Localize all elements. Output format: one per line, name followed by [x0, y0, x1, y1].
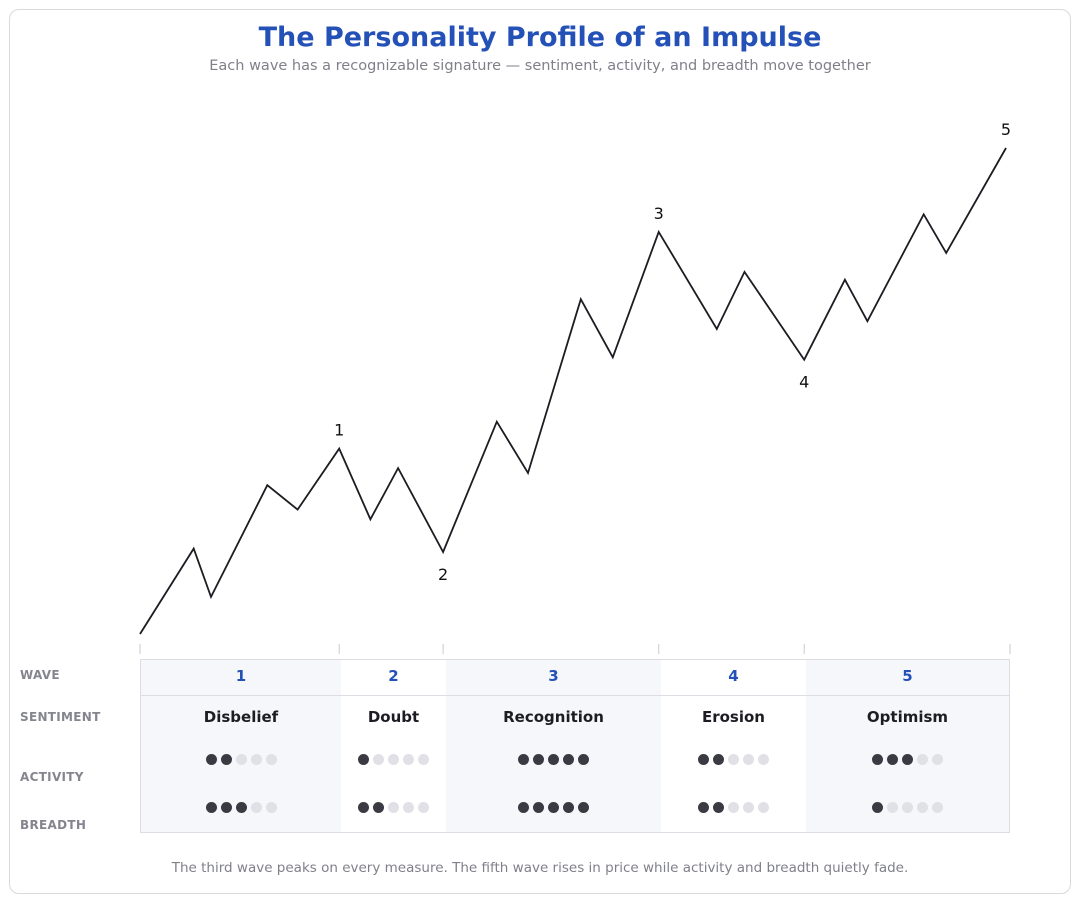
wave-sentiment: Optimism — [866, 708, 949, 726]
breadth-dot-filled — [533, 802, 544, 813]
activity-dot-empty — [250, 754, 262, 765]
activity-dot-empty — [388, 754, 399, 765]
breadth-dot-empty — [265, 802, 277, 813]
activity-dot-filled — [902, 754, 913, 765]
wave-sentiment: Doubt — [367, 708, 420, 726]
activity-rating — [446, 754, 661, 765]
breadth-rating — [446, 802, 661, 813]
wave-label-5: 5 — [1001, 120, 1011, 139]
wave-number: 5 — [902, 667, 913, 685]
wave-number: 2 — [388, 667, 399, 685]
activity-dot-filled — [578, 754, 589, 765]
activity-dot-empty — [373, 754, 384, 765]
activity-dot-filled — [358, 754, 369, 765]
breadth-dot-filled — [205, 802, 217, 813]
wave-column-2: 2 Doubt — [341, 660, 446, 832]
activity-dot-empty — [917, 754, 928, 765]
price-chart: 1 2 3 4 5 — [139, 120, 1011, 654]
breadth-dot-empty — [917, 802, 928, 813]
row-label-sentiment: SENTIMENT — [20, 710, 101, 724]
activity-dot-filled — [887, 754, 898, 765]
wave-number: 3 — [548, 667, 559, 685]
breadth-dot-filled — [235, 802, 247, 813]
wave-number: 4 — [728, 667, 739, 685]
breadth-dot-empty — [388, 802, 399, 813]
wave-sentiment: Recognition — [503, 708, 604, 726]
activity-dot-empty — [403, 754, 414, 765]
row-label-breadth: BREADTH — [20, 818, 87, 832]
activity-dot-filled — [548, 754, 559, 765]
wave-label-2: 2 — [438, 565, 448, 584]
activity-dot-empty — [265, 754, 277, 765]
breadth-dot-filled — [713, 802, 724, 813]
breadth-dot-empty — [728, 802, 739, 813]
chart-subtitle: Each wave has a recognizable signature —… — [209, 58, 871, 74]
breadth-dot-filled — [578, 802, 589, 813]
activity-dot-empty — [932, 754, 943, 765]
wave-sentiment: Disbelief — [203, 708, 279, 726]
breadth-dot-filled — [518, 802, 529, 813]
breadth-dot-empty — [743, 802, 754, 813]
activity-dot-filled — [563, 754, 574, 765]
activity-dot-filled — [533, 754, 544, 765]
breadth-dot-empty — [250, 802, 262, 813]
breadth-rating — [141, 802, 341, 813]
activity-rating — [661, 754, 806, 765]
breadth-dot-filled — [373, 802, 384, 813]
breadth-dot-empty — [887, 802, 898, 813]
activity-dot-filled — [220, 754, 232, 765]
breadth-dot-filled — [563, 802, 574, 813]
breadth-rating — [341, 802, 446, 813]
breadth-dot-empty — [418, 802, 429, 813]
wave-column-3: 3 Recognition — [446, 660, 661, 832]
breadth-dot-filled — [548, 802, 559, 813]
breadth-dot-empty — [403, 802, 414, 813]
wave-label-1: 1 — [334, 421, 344, 440]
footnote: The third wave peaks on every measure. T… — [171, 860, 909, 876]
wave-label-4: 4 — [799, 373, 809, 392]
breadth-dot-empty — [758, 802, 769, 813]
activity-rating — [806, 754, 1009, 765]
activity-dot-filled — [872, 754, 883, 765]
wave-column-5: 5 Optimism — [806, 660, 1009, 832]
breadth-dot-filled — [698, 802, 709, 813]
wave-number: 1 — [235, 667, 247, 685]
activity-dot-empty — [418, 754, 429, 765]
breadth-dot-filled — [358, 802, 369, 813]
activity-rating — [141, 754, 341, 765]
activity-dot-filled — [713, 754, 724, 765]
row-label-activity: ACTIVITY — [20, 770, 84, 784]
price-line — [139, 147, 1007, 635]
activity-dot-empty — [743, 754, 754, 765]
activity-dot-empty — [758, 754, 769, 765]
breadth-rating — [806, 802, 1009, 813]
header-divider — [141, 695, 1009, 696]
activity-dot-filled — [518, 754, 529, 765]
activity-dot-empty — [728, 754, 739, 765]
breadth-dot-filled — [220, 802, 232, 813]
activity-dot-filled — [205, 754, 217, 765]
activity-dot-empty — [235, 754, 247, 765]
wave-column-1: 1 Disbelief — [141, 660, 341, 832]
row-label-wave: WAVE — [20, 668, 60, 682]
activity-dot-filled — [698, 754, 709, 765]
breadth-dot-empty — [902, 802, 913, 813]
breadth-dot-filled — [872, 802, 883, 813]
chart-title: The Personality Profile of an Impulse — [258, 22, 822, 53]
breadth-rating — [661, 802, 806, 813]
activity-rating — [341, 754, 446, 765]
wave-sentiment: Erosion — [701, 708, 765, 726]
breadth-dot-empty — [932, 802, 943, 813]
wave-column-4: 4 Erosion — [661, 660, 806, 832]
wave-profile-table: 5 Optimism 4 Erosion 3 Recognition 2 Doubt 1 Disb… — [140, 659, 1010, 833]
wave-label-3: 3 — [654, 204, 664, 223]
